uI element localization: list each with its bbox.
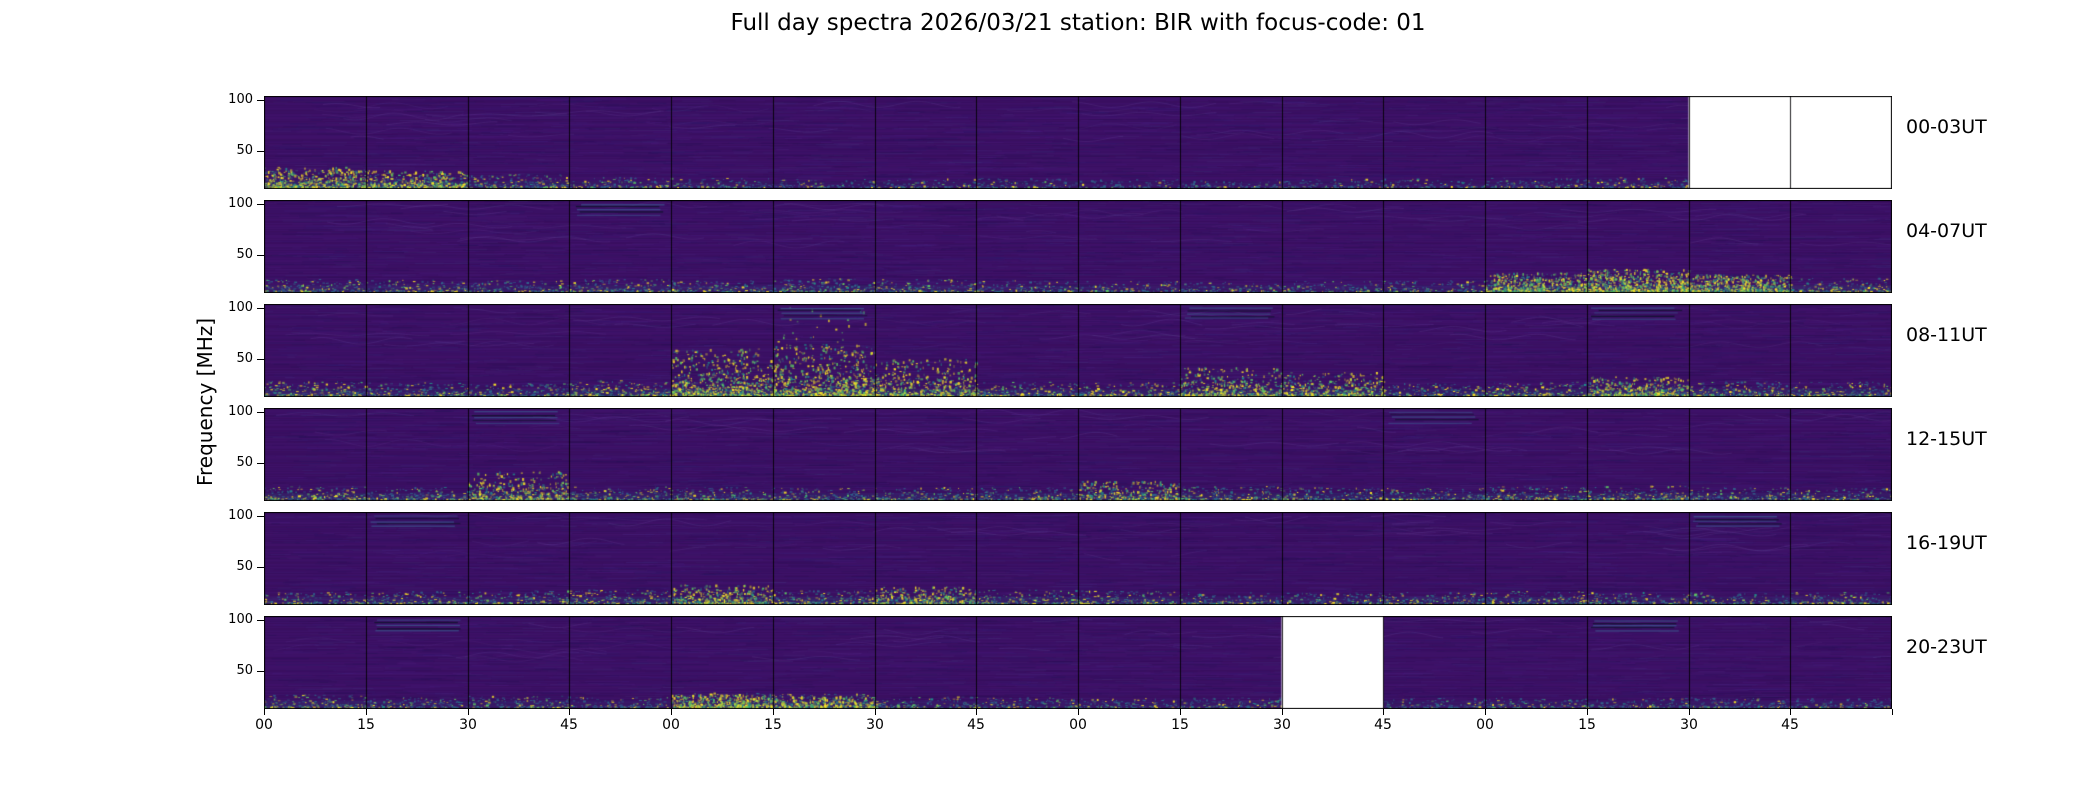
row-time-label: 20-23UT: [1906, 636, 1987, 658]
y-tick-mark: [257, 151, 264, 152]
x-tick-mark: [1689, 709, 1690, 715]
x-tick-mark: [1180, 709, 1181, 715]
x-tick-mark: [468, 709, 469, 715]
x-tick-label: 15: [357, 717, 375, 733]
x-tick-mark: [1383, 709, 1384, 715]
y-tick-label: 50: [236, 455, 253, 470]
row-time-label: 00-03UT: [1906, 116, 1987, 138]
x-tick-label: 00: [1476, 717, 1494, 733]
x-tick-mark: [773, 709, 774, 715]
y-tick-mark: [257, 412, 264, 413]
x-tick-label: 30: [866, 717, 884, 733]
spectrogram-canvas: [264, 616, 1892, 709]
spectrogram-canvas: [264, 96, 1892, 189]
row-time-label: 12-15UT: [1906, 428, 1987, 450]
x-tick-mark: [1892, 709, 1893, 715]
y-tick-label: 100: [228, 404, 253, 419]
x-tick-label: 00: [255, 717, 273, 733]
y-tick-mark: [257, 671, 264, 672]
y-tick-mark: [257, 308, 264, 309]
y-tick-mark: [257, 516, 264, 517]
x-tick-label: 30: [459, 717, 477, 733]
row-time-label: 16-19UT: [1906, 532, 1987, 554]
y-tick-mark: [257, 204, 264, 205]
y-tick-mark: [257, 255, 264, 256]
y-tick-label: 50: [236, 351, 253, 366]
x-tick-label: 00: [662, 717, 680, 733]
spectrogram-canvas: [264, 200, 1892, 293]
x-tick-label: 45: [967, 717, 985, 733]
y-tick-label: 50: [236, 143, 253, 158]
y-tick-label: 50: [236, 559, 253, 574]
spectrogram-row: [264, 96, 1892, 189]
x-tick-label: 15: [1578, 717, 1596, 733]
row-time-label: 04-07UT: [1906, 220, 1987, 242]
y-tick-mark: [257, 359, 264, 360]
y-tick-label: 100: [228, 612, 253, 627]
x-tick-mark: [875, 709, 876, 715]
spectrogram-canvas: [264, 408, 1892, 501]
y-tick-label: 100: [228, 196, 253, 211]
x-tick-mark: [976, 709, 977, 715]
spectrogram-canvas: [264, 512, 1892, 605]
x-tick-mark: [671, 709, 672, 715]
x-tick-label: 00: [1069, 717, 1087, 733]
spectrogram-row: [264, 616, 1892, 709]
y-tick-mark: [257, 100, 264, 101]
y-tick-label: 100: [228, 508, 253, 523]
x-tick-mark: [1282, 709, 1283, 715]
x-tick-mark: [1790, 709, 1791, 715]
x-tick-label: 45: [1781, 717, 1799, 733]
x-tick-mark: [366, 709, 367, 715]
y-tick-mark: [257, 567, 264, 568]
x-tick-mark: [1485, 709, 1486, 715]
y-tick-label: 100: [228, 300, 253, 315]
spectrogram-row: [264, 200, 1892, 293]
spectrogram-canvas: [264, 304, 1892, 397]
y-tick-mark: [257, 620, 264, 621]
x-tick-label: 30: [1680, 717, 1698, 733]
x-tick-label: 45: [560, 717, 578, 733]
spectrogram-row: [264, 512, 1892, 605]
x-tick-label: 15: [764, 717, 782, 733]
spectrogram-row: [264, 304, 1892, 397]
y-tick-label: 50: [236, 247, 253, 262]
y-tick-label: 50: [236, 663, 253, 678]
x-tick-label: 30: [1273, 717, 1291, 733]
x-tick-mark: [569, 709, 570, 715]
x-tick-mark: [264, 709, 265, 715]
y-tick-label: 100: [228, 92, 253, 107]
x-tick-mark: [1587, 709, 1588, 715]
row-time-label: 08-11UT: [1906, 324, 1987, 346]
y-tick-mark: [257, 463, 264, 464]
x-tick-label: 45: [1374, 717, 1392, 733]
x-tick-mark: [1078, 709, 1079, 715]
x-tick-label: 15: [1171, 717, 1189, 733]
chart-title: Full day spectra 2026/03/21 station: BIR…: [730, 10, 1426, 36]
spectrogram-row: [264, 408, 1892, 501]
